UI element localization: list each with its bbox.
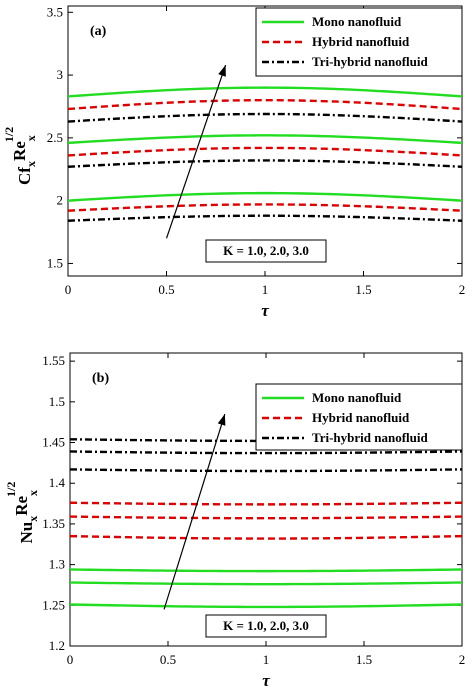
y-axis-title-part: 1/2: [4, 482, 18, 497]
y-tick-label: 1.35: [42, 516, 65, 531]
panel-b: 0 0.5 1 1.5 2 1.2 1.25 1.3 1.35 1.4 1.45 1.5 1.55 τ Nu…: [4, 352, 466, 690]
x-axis-title: τ: [262, 671, 270, 690]
series-line: [68, 86, 462, 98]
series-line: [68, 98, 462, 111]
series-line: [68, 112, 462, 123]
series-line: [70, 468, 462, 473]
y-tick-label: 1.2: [49, 638, 65, 653]
annotation-text: K = 1.0, 2.0, 3.0: [223, 243, 309, 258]
series-line: [68, 134, 462, 145]
y-axis-title-part: x: [24, 161, 38, 167]
series-line: [68, 191, 462, 202]
series-line: [70, 450, 462, 455]
y-axis-title-part: Nu: [17, 522, 36, 544]
legend-label: Tri-hybrid nanofluid: [312, 54, 428, 69]
y-axis-title-part: x: [24, 135, 38, 141]
series-line: [70, 603, 462, 609]
y-axis-title: NuxRex1/2: [4, 482, 40, 544]
series-line: [70, 581, 462, 586]
y-axis-title-part: 1/2: [2, 127, 16, 142]
series-line: [70, 534, 462, 540]
x-tick-label: 2: [459, 282, 466, 297]
y-tick-label: 1.5: [47, 255, 63, 270]
x-tick-label: 0: [67, 652, 74, 667]
y-axis-title-part: Re: [10, 141, 29, 161]
y-axis-title-part: Cf: [15, 167, 34, 185]
y-tick-label: 3.5: [47, 4, 63, 19]
x-tick-label: 0.5: [158, 282, 174, 297]
x-tick-label: 2: [459, 652, 466, 667]
x-tick-label: 1: [263, 652, 270, 667]
annotation-box: [205, 239, 327, 263]
y-tick-label: 1.55: [42, 353, 65, 368]
legend-label: Mono nanofluid: [312, 390, 402, 405]
trend-arrow-head: [218, 65, 226, 77]
y-tick-label: 2.5: [47, 130, 63, 145]
x-tick-label: 1.5: [356, 652, 372, 667]
x-tick-label: 1: [262, 282, 269, 297]
y-tick-label: 3: [57, 67, 64, 82]
series-line: [70, 515, 462, 520]
y-tick-label: 1.5: [49, 394, 65, 409]
x-tick-label: 0: [65, 282, 72, 297]
trend-arrow-head: [217, 414, 226, 426]
legend-label: Hybrid nanofluid: [312, 410, 410, 425]
legend-label: Hybrid nanofluid: [312, 34, 410, 49]
trend-arrow: [165, 64, 227, 239]
y-tick-label: 1.25: [42, 597, 65, 612]
series-line: [68, 146, 462, 157]
y-tick-label: 1.3: [49, 557, 65, 572]
legend-label: Mono nanofluid: [312, 14, 402, 29]
series-line: [68, 203, 462, 212]
y-axis-title-part: Re: [12, 495, 31, 515]
y-tick-label: 2: [57, 193, 64, 208]
x-tick-label: 1.5: [355, 282, 371, 297]
y-axis-title: CfxRex1/2: [2, 127, 38, 185]
y-tick-label: 1.4: [49, 475, 66, 490]
y-axis-title-part: x: [26, 516, 40, 522]
y-tick-label: 1.45: [42, 435, 65, 450]
series-line: [70, 501, 462, 506]
annotation-text: K = 1.0, 2.0, 3.0: [223, 618, 309, 633]
x-axis-title: τ: [261, 301, 269, 320]
series-line: [70, 568, 462, 573]
panel-label: (a): [90, 24, 107, 39]
panel-label: (b): [92, 371, 109, 386]
series-line: [68, 159, 462, 168]
trend-arrow: [163, 413, 226, 610]
annotation-box: [205, 614, 327, 638]
legend-label: Tri-hybrid nanofluid: [312, 430, 428, 445]
x-tick-label: 0.5: [160, 652, 176, 667]
series-line: [68, 214, 462, 222]
y-axis-title-part: x: [26, 490, 40, 496]
